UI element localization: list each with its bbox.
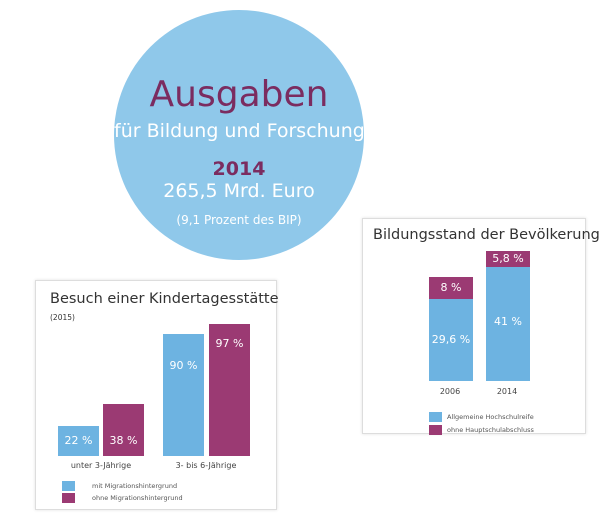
x-label: unter 3-Jährige (70, 461, 132, 470)
headline-circle: Ausgaben für Bildung und Forschung 2014 … (114, 10, 365, 260)
legend-label: mit Migrationshintergrund (92, 482, 178, 490)
headline-amount: 265,5 Mrd. Euro (163, 180, 315, 202)
legend-swatch-blue (62, 481, 75, 491)
data-label: 41 % (494, 315, 522, 329)
bar: 5,8 % (486, 251, 530, 268)
bildungsstand-chart: Bildungsstand der Bevölkerung 2006 2014 … (362, 218, 600, 435)
data-label: 8 % (440, 280, 462, 294)
headline-title: Ausgaben (149, 74, 329, 115)
bar: 22 % (58, 426, 99, 456)
data-label: 38 % (109, 433, 138, 447)
bar: 8 % (429, 276, 473, 299)
bar: 97 % (209, 324, 250, 456)
legend-label: ohne Migrationshintergrund (92, 494, 183, 502)
data-label: 22 % (64, 433, 93, 447)
bar: 90 % (163, 333, 204, 456)
bar: 38 % (103, 404, 144, 456)
bar: 41 % (486, 267, 530, 381)
legend-swatch-purple (62, 493, 75, 503)
data-label: 5,8 % (492, 252, 524, 266)
headline-share: (9,1 Prozent des BIP) (176, 213, 302, 227)
kita-chart: Besuch einer Kindertagesstätte (2015) un… (35, 280, 279, 510)
x-label: 2006 (439, 387, 461, 396)
bar: 29,6 % (429, 299, 473, 381)
headline-subtitle: für Bildung und Forschung (114, 120, 365, 142)
data-label: 90 % (169, 358, 198, 372)
chart-subtitle: (2015) (50, 313, 75, 322)
data-label: 97 % (215, 337, 244, 351)
legend-label: Allgemeine Hochschulreife (447, 413, 534, 421)
data-label: 29,6 % (431, 333, 471, 347)
legend-label: ohne Hauptschulabschluss (447, 426, 534, 434)
legend-swatch-purple (429, 425, 442, 435)
chart-title: Besuch einer Kindertagesstätte (50, 291, 279, 307)
x-label: 2014 (496, 387, 518, 396)
legend-swatch-blue (429, 412, 442, 422)
x-label: 3- bis 6-Jährige (175, 461, 237, 470)
headline-year: 2014 (212, 158, 266, 180)
chart-title: Bildungsstand der Bevölkerung (373, 227, 600, 243)
